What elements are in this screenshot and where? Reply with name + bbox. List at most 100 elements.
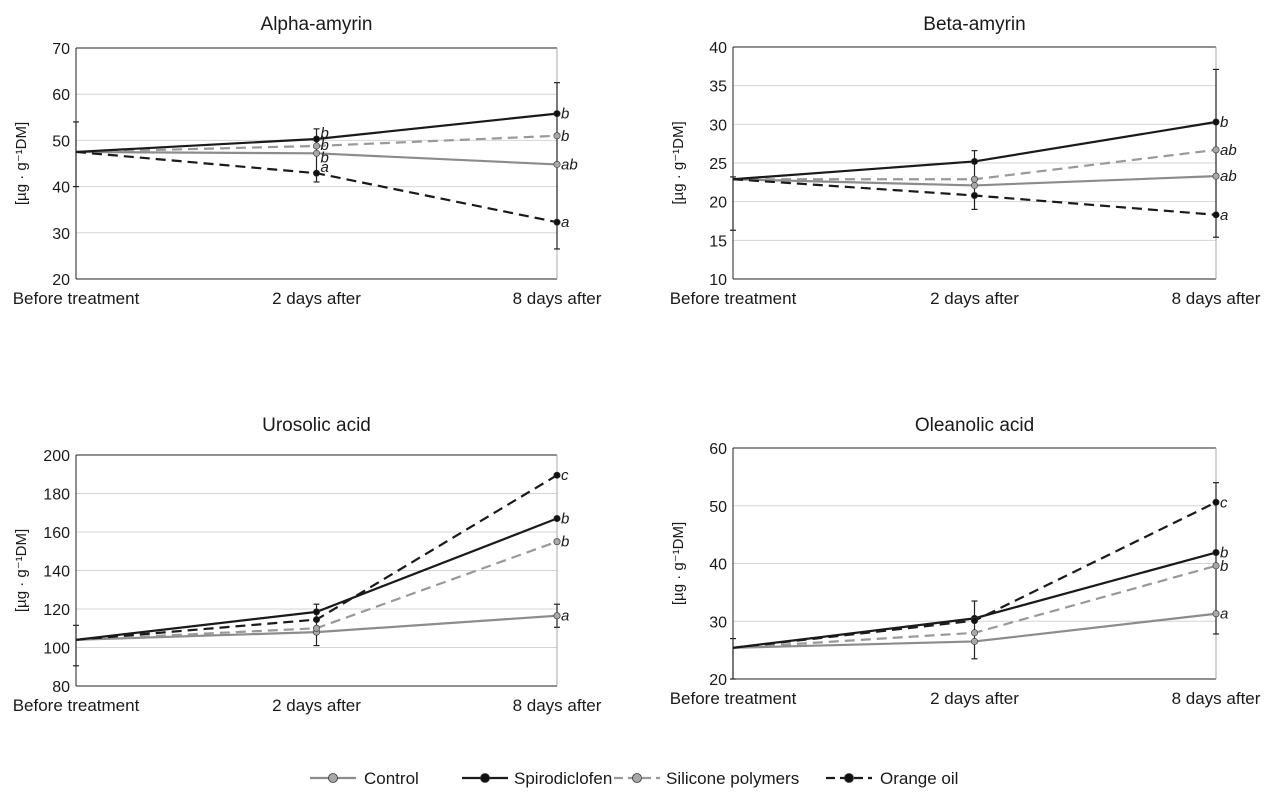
y-tick-label: 120 xyxy=(43,602,70,619)
y-tick-label: 160 xyxy=(43,525,70,542)
data-point-orange-oil xyxy=(553,471,561,479)
y-axis-label: [µg · g⁻¹DM] xyxy=(670,121,687,204)
series-orange-oil: c xyxy=(75,467,569,641)
y-tick-label: 20 xyxy=(709,672,727,689)
data-point-spirodiclofen xyxy=(312,135,320,143)
series-orange-oil: c xyxy=(732,494,1228,649)
x-tick-label: 2 days after xyxy=(930,689,1019,708)
series-silicone-polymers: b xyxy=(75,534,569,641)
y-tick-label: 30 xyxy=(52,226,70,243)
significance-letter: b xyxy=(561,106,569,123)
data-point-orange-oil xyxy=(970,617,978,625)
panel-1: Alpha-amyrin 20 30 40 50 60 70 Before treatment… xyxy=(13,14,602,308)
legend-swatch-marker xyxy=(632,773,642,783)
significance-letter: a xyxy=(561,608,569,625)
x-tick-label: Before treatment xyxy=(670,289,797,308)
data-point-orange-oil xyxy=(312,169,320,177)
data-point-silicone-polymers xyxy=(1212,146,1220,154)
y-axis-label: [µg · g⁻¹DM] xyxy=(13,122,30,205)
data-point-spirodiclofen xyxy=(553,515,561,523)
data-point-orange-oil xyxy=(312,616,320,624)
y-tick-label: 30 xyxy=(709,614,727,631)
data-point-spirodiclofen xyxy=(553,110,561,118)
significance-letter: b xyxy=(1220,558,1228,575)
panel-2: Beta-amyrin 10 15 20 25 30 35 40 Before treatmen… xyxy=(670,14,1261,308)
legend-label: Silicone polymers xyxy=(666,769,799,788)
series-silicone-polymers: bb xyxy=(75,128,569,154)
y-tick-label: 15 xyxy=(709,233,727,250)
y-tick-label: 70 xyxy=(52,41,70,58)
series-spirodiclofen: b xyxy=(732,545,1228,649)
error-bar xyxy=(73,121,79,188)
legend-swatch-marker xyxy=(480,773,490,783)
panel-title: Oleanolic acid xyxy=(915,415,1034,436)
series-spirodiclofen: bb xyxy=(75,106,569,154)
significance-letter: c xyxy=(561,467,569,484)
data-point-control xyxy=(970,637,978,645)
significance-letter: b xyxy=(1220,114,1228,131)
data-point-control xyxy=(1212,610,1220,618)
y-tick-label: 20 xyxy=(709,195,727,212)
legend-item-orange-oil: Orange oil xyxy=(826,769,958,788)
significance-letter: b xyxy=(1220,545,1228,562)
error-bar xyxy=(1213,482,1219,635)
significance-letter: b xyxy=(321,137,329,154)
y-tick-label: 50 xyxy=(709,499,727,516)
data-point-control xyxy=(553,160,561,168)
legend-swatch-marker xyxy=(328,773,338,783)
series-spirodiclofen: b xyxy=(75,511,569,641)
data-point-silicone-polymers xyxy=(970,629,978,637)
panel-title: Alpha-amyrin xyxy=(261,14,373,35)
series-control: ab xyxy=(732,168,1237,189)
data-point-orange-oil xyxy=(1212,211,1220,219)
legend-item-control: Control xyxy=(310,769,419,788)
data-point-control xyxy=(312,149,320,157)
x-tick-label: 8 days after xyxy=(1172,689,1261,708)
significance-letter: ab xyxy=(1220,168,1237,185)
error-bar xyxy=(73,624,79,667)
y-axis-label: [µg · g⁻¹DM] xyxy=(13,529,30,612)
legend-label: Control xyxy=(364,769,419,788)
data-point-silicone-polymers xyxy=(970,175,978,183)
data-point-silicone-polymers xyxy=(553,132,561,140)
panel-title: Urosolic acid xyxy=(262,415,371,436)
y-tick-label: 35 xyxy=(709,79,727,96)
significance-letter: b xyxy=(561,534,569,551)
data-point-silicone-polymers xyxy=(312,142,320,150)
significance-letter: b xyxy=(561,511,569,528)
data-point-control xyxy=(970,181,978,189)
x-tick-label: 2 days after xyxy=(930,289,1019,308)
data-point-control xyxy=(1212,172,1220,180)
data-point-spirodiclofen xyxy=(970,157,978,165)
legend-label: Orange oil xyxy=(880,769,958,788)
error-bar xyxy=(730,176,736,231)
legend: Control Spirodiclofen Silicone polymers Ora… xyxy=(310,769,958,788)
data-point-orange-oil xyxy=(970,191,978,199)
data-point-spirodiclofen xyxy=(1212,549,1220,557)
significance-letter: a xyxy=(321,159,329,176)
panel-3: Urosolic acid 80 100 120 140 160 180 200 Before … xyxy=(13,415,602,715)
legend-swatch-marker xyxy=(844,773,854,783)
series-orange-oil: a xyxy=(732,178,1228,224)
significance-letter: a xyxy=(1220,606,1228,623)
legend-label: Spirodiclofen xyxy=(514,769,612,788)
data-point-silicone-polymers xyxy=(312,624,320,632)
y-tick-label: 80 xyxy=(52,679,70,696)
series-silicone-polymers: ab xyxy=(733,142,1237,183)
significance-letter: c xyxy=(1220,494,1228,511)
y-tick-label: 140 xyxy=(43,564,70,581)
x-tick-label: Before treatment xyxy=(13,289,140,308)
legend-item-silicone-polymers: Silicone polymers xyxy=(614,769,799,788)
x-tick-label: 8 days after xyxy=(1172,289,1261,308)
data-point-control xyxy=(553,612,561,620)
series-control: a xyxy=(75,608,569,641)
x-tick-label: Before treatment xyxy=(13,696,140,715)
y-tick-label: 10 xyxy=(709,272,727,289)
data-point-silicone-polymers xyxy=(553,538,561,546)
y-tick-label: 50 xyxy=(52,133,70,150)
series-orange-oil: aa xyxy=(75,150,569,231)
y-tick-label: 25 xyxy=(709,156,727,173)
data-point-spirodiclofen xyxy=(312,608,320,616)
y-tick-label: 30 xyxy=(709,117,727,134)
